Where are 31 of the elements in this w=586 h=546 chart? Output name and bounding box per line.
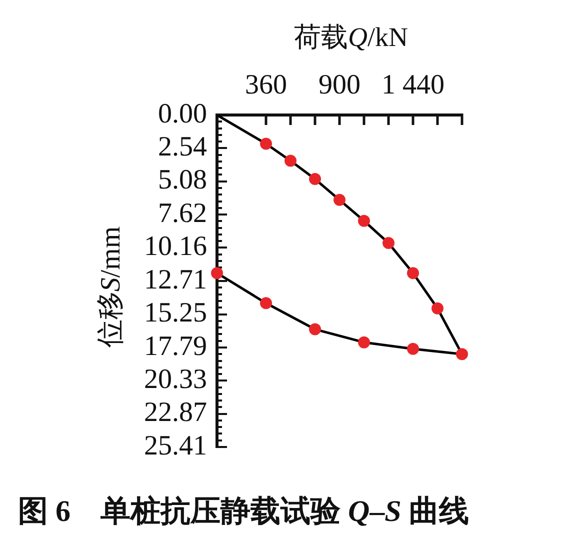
y-tick-label: 5.08 bbox=[158, 164, 207, 196]
y-tick-label: 15.25 bbox=[144, 298, 207, 329]
point bbox=[309, 173, 321, 186]
point bbox=[407, 267, 419, 280]
x-tick-label: 360 bbox=[245, 70, 287, 101]
point bbox=[260, 297, 272, 310]
y-tick-label: 2.54 bbox=[158, 132, 207, 163]
y-tick-label: 22.87 bbox=[144, 397, 207, 428]
y-axis-title: 位移S/mm bbox=[96, 226, 127, 348]
y-tick-label: 17.79 bbox=[144, 330, 207, 362]
y-tick-label: 0.00 bbox=[158, 98, 207, 130]
point bbox=[456, 348, 468, 360]
y-tick-label: 25.41 bbox=[144, 430, 207, 462]
point bbox=[358, 336, 370, 348]
text: 图 6 单桩抗压静载试验 Q–S 曲线 bbox=[18, 495, 469, 528]
y-tick-label: 10.16 bbox=[144, 231, 207, 262]
point bbox=[407, 342, 419, 355]
x-axis-title: 荷载Q/kN bbox=[294, 22, 408, 52]
y-tick-label: 20.33 bbox=[144, 364, 207, 395]
point bbox=[432, 302, 444, 314]
point bbox=[309, 323, 321, 336]
point bbox=[334, 194, 346, 206]
x-tick-label: 1 440 bbox=[382, 70, 444, 101]
y-tick-label: 12.71 bbox=[144, 264, 207, 296]
x-tick-label: 900 bbox=[318, 70, 360, 101]
point bbox=[211, 267, 223, 280]
point bbox=[382, 237, 394, 250]
point bbox=[358, 214, 370, 227]
point bbox=[260, 138, 272, 150]
y-tick-label: 7.62 bbox=[158, 198, 207, 229]
point bbox=[284, 154, 296, 167]
